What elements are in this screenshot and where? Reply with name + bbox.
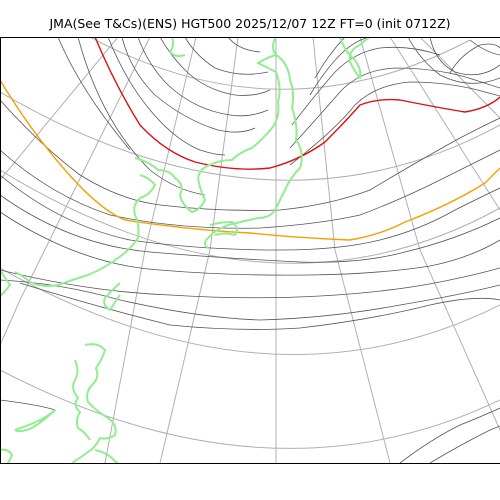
coastline-newfoundland <box>14 409 56 433</box>
coastline-southwest <box>0 448 13 463</box>
coastline-iceland-svalbard <box>339 37 371 79</box>
height-contour <box>289 67 500 149</box>
height-contour <box>429 37 500 76</box>
height-contour <box>57 37 131 151</box>
height-contour <box>309 37 371 96</box>
height-contour <box>469 39 500 56</box>
height-contour <box>0 149 500 229</box>
height-contour <box>0 211 500 276</box>
coastline-greenland-east <box>204 54 303 249</box>
coastline-canada-east-2 <box>72 359 91 441</box>
height-contour <box>399 407 500 463</box>
coastline-canada-east <box>71 343 117 463</box>
coastline-baffin <box>14 174 156 287</box>
height-contour <box>0 279 500 321</box>
height-contour <box>159 37 271 96</box>
map-title: JMA(See T&Cs)(ENS) HGT500 2025/12/07 12Z… <box>49 16 451 31</box>
meridian-line <box>0 37 119 181</box>
coastline-labrador <box>103 282 121 311</box>
meridian-line <box>419 37 500 119</box>
meridian-line <box>359 37 500 431</box>
height-contour <box>121 37 256 133</box>
coastline-arctic-island <box>169 37 186 57</box>
height-contour <box>314 37 346 79</box>
parallel-line <box>0 91 500 181</box>
height-contour-layer <box>0 37 500 463</box>
coastline-jan-mayen <box>209 221 238 236</box>
coastline-hudson <box>0 269 11 297</box>
height-contour <box>0 174 500 251</box>
highlight-contour-orange <box>0 79 500 241</box>
height-contour <box>184 37 269 75</box>
meridian-line <box>0 37 151 346</box>
height-contour <box>0 399 56 411</box>
parallel-line <box>0 267 500 355</box>
height-contour <box>0 267 500 299</box>
meridian-line <box>104 37 197 463</box>
parallel-line <box>0 169 500 264</box>
coastline-greenland <box>134 37 281 213</box>
map-canvas <box>0 37 500 463</box>
height-contour <box>227 37 261 53</box>
meridian-line <box>389 37 500 211</box>
parallel-line <box>0 369 500 449</box>
meridian-line <box>159 37 239 463</box>
highlight-contour-red <box>94 37 500 170</box>
coastline-layer <box>0 37 371 463</box>
height-contour <box>449 43 500 74</box>
height-contour <box>429 425 500 463</box>
parallel-line <box>89 37 471 90</box>
height-contour <box>407 37 500 84</box>
map-panel <box>0 37 500 463</box>
height-contour <box>137 37 269 117</box>
height-contour <box>0 99 500 211</box>
height-contour <box>107 37 226 156</box>
coastline-nova <box>94 449 119 463</box>
height-contour <box>289 81 500 166</box>
height-contour <box>19 282 500 330</box>
meridian-line <box>312 37 391 463</box>
height-contour <box>0 194 500 263</box>
